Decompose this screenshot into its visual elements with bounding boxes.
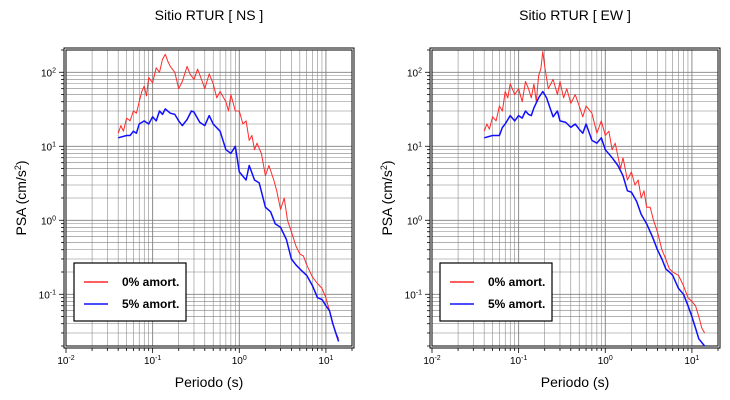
chart-panel-2: 10-2 10-1 100 101 10-1 100 101 102 Sitio RTUR [ … xyxy=(379,7,721,390)
y-tick-label: 102 xyxy=(407,67,422,79)
chart-title: Sitio RTUR [ NS ] xyxy=(155,7,264,23)
x-axis-label: Periodo (s) xyxy=(175,374,243,390)
x-tick-label: 101 xyxy=(684,355,699,367)
legend-box xyxy=(73,262,187,322)
y-tick-label: 10-1 xyxy=(405,289,422,301)
series-line-blue xyxy=(118,108,340,342)
y-axis-label: PSA (cm/s2) xyxy=(13,160,29,235)
y-axis-label: PSA (cm/s2) xyxy=(379,160,395,235)
tick-marks xyxy=(425,49,719,353)
series-line-blue xyxy=(484,90,706,347)
frame-inner xyxy=(65,49,353,347)
legend-label: 5% amort. xyxy=(488,297,545,311)
y-tick-label: 100 xyxy=(407,215,422,227)
legend-box xyxy=(439,262,553,322)
series-line-red xyxy=(483,51,706,334)
legend: 0% amort. 5% amort. xyxy=(439,262,553,322)
tick-marks xyxy=(59,49,353,353)
x-tick-label: 100 xyxy=(598,355,613,367)
legend-label: 0% amort. xyxy=(488,275,545,289)
x-axis-label: Periodo (s) xyxy=(541,374,609,390)
x-tick-label: 10-1 xyxy=(144,355,161,367)
y-tick-label: 100 xyxy=(41,215,56,227)
legend-label: 0% amort. xyxy=(122,275,179,289)
x-tick-label: 10-2 xyxy=(57,355,74,367)
chart-title: Sitio RTUR [ EW ] xyxy=(519,7,631,23)
x-tick-label: 10-2 xyxy=(423,355,440,367)
y-tick-label: 101 xyxy=(41,141,56,153)
y-tick-label: 10-1 xyxy=(39,289,56,301)
chart-panel-1: 10-2 10-1 100 101 10-1 100 101 102 Sitio RTUR [ … xyxy=(13,7,355,390)
x-tick-label: 101 xyxy=(318,355,333,367)
x-tick-label: 10-1 xyxy=(510,355,527,367)
x-tick-label: 100 xyxy=(232,355,247,367)
frame-inner xyxy=(431,49,719,347)
y-tick-label: 101 xyxy=(407,141,422,153)
legend: 0% amort. 5% amort. xyxy=(73,262,187,322)
legend-label: 5% amort. xyxy=(122,297,179,311)
y-tick-label: 102 xyxy=(41,67,56,79)
series-line-red xyxy=(117,53,340,340)
